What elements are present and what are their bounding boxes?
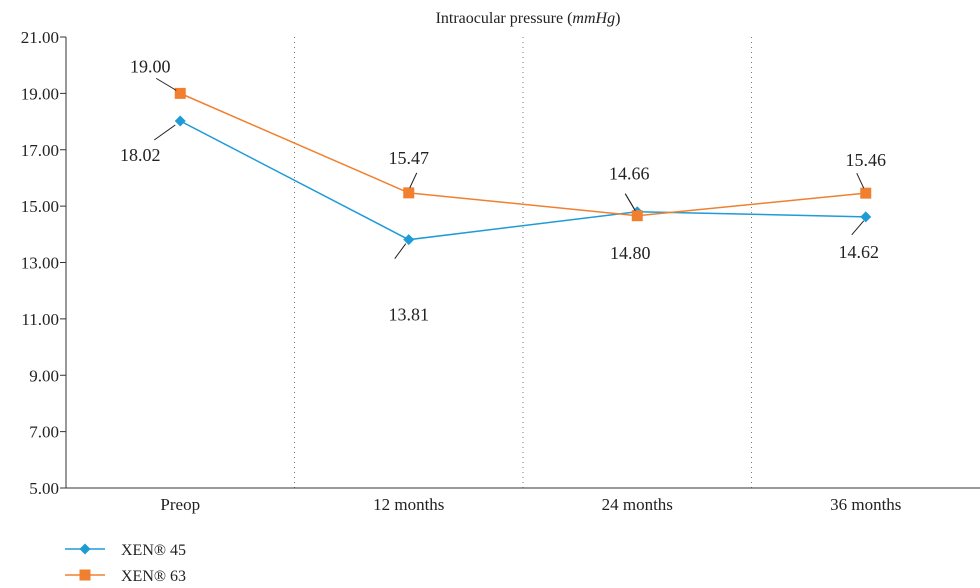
series-line-xen45	[179, 120, 866, 241]
legend-label: XEN® 63	[121, 568, 186, 585]
data-point-xen63	[403, 187, 415, 199]
data-label: 14.80	[610, 243, 651, 263]
legend-item: XEN® 63	[65, 568, 186, 585]
leader-line	[624, 193, 636, 211]
legend-marker	[79, 543, 91, 555]
data-point-xen45	[174, 115, 186, 127]
data-point-xen45	[860, 211, 872, 223]
data-label: 18.02	[120, 145, 161, 165]
x-tick-label: 24 months	[602, 495, 673, 514]
data-label: 15.46	[846, 150, 887, 170]
chart-title: Intraocular pressure (mmHg)	[436, 10, 621, 27]
leader-line	[153, 124, 176, 141]
x-tick-label: Preop	[160, 495, 200, 514]
data-label: 15.47	[389, 148, 430, 168]
leader-line	[394, 243, 407, 259]
data-label: 13.81	[389, 305, 430, 325]
leader-line	[409, 172, 418, 189]
y-tick-label: 5.00	[29, 479, 59, 498]
y-tick-label: 17.00	[21, 141, 59, 160]
data-point-xen63	[860, 187, 872, 199]
data-label: 14.66	[609, 164, 650, 184]
series-line-xen63	[179, 92, 866, 217]
data-point-xen63	[174, 87, 186, 99]
y-tick-label: 15.00	[21, 197, 59, 216]
y-tick-label: 13.00	[21, 254, 59, 273]
legend-label: XEN® 45	[121, 542, 186, 559]
data-label: 19.00	[130, 56, 171, 76]
legend-marker	[79, 569, 91, 581]
y-tick-label: 21.00	[21, 28, 59, 47]
y-tick-label: 19.00	[21, 84, 59, 103]
leader-line	[856, 172, 865, 189]
legend-item: XEN® 45	[65, 542, 186, 559]
data-label: 14.62	[839, 242, 880, 262]
x-tick-label: 12 months	[373, 495, 444, 514]
x-tick-label: 36 months	[830, 495, 901, 514]
data-point-xen45	[403, 234, 415, 246]
y-tick-label: 9.00	[29, 366, 59, 385]
y-tick-label: 7.00	[29, 423, 59, 442]
data-point-xen63	[631, 210, 643, 222]
y-tick-label: 11.00	[21, 310, 59, 329]
leader-line	[851, 220, 865, 236]
leader-line	[155, 77, 177, 91]
